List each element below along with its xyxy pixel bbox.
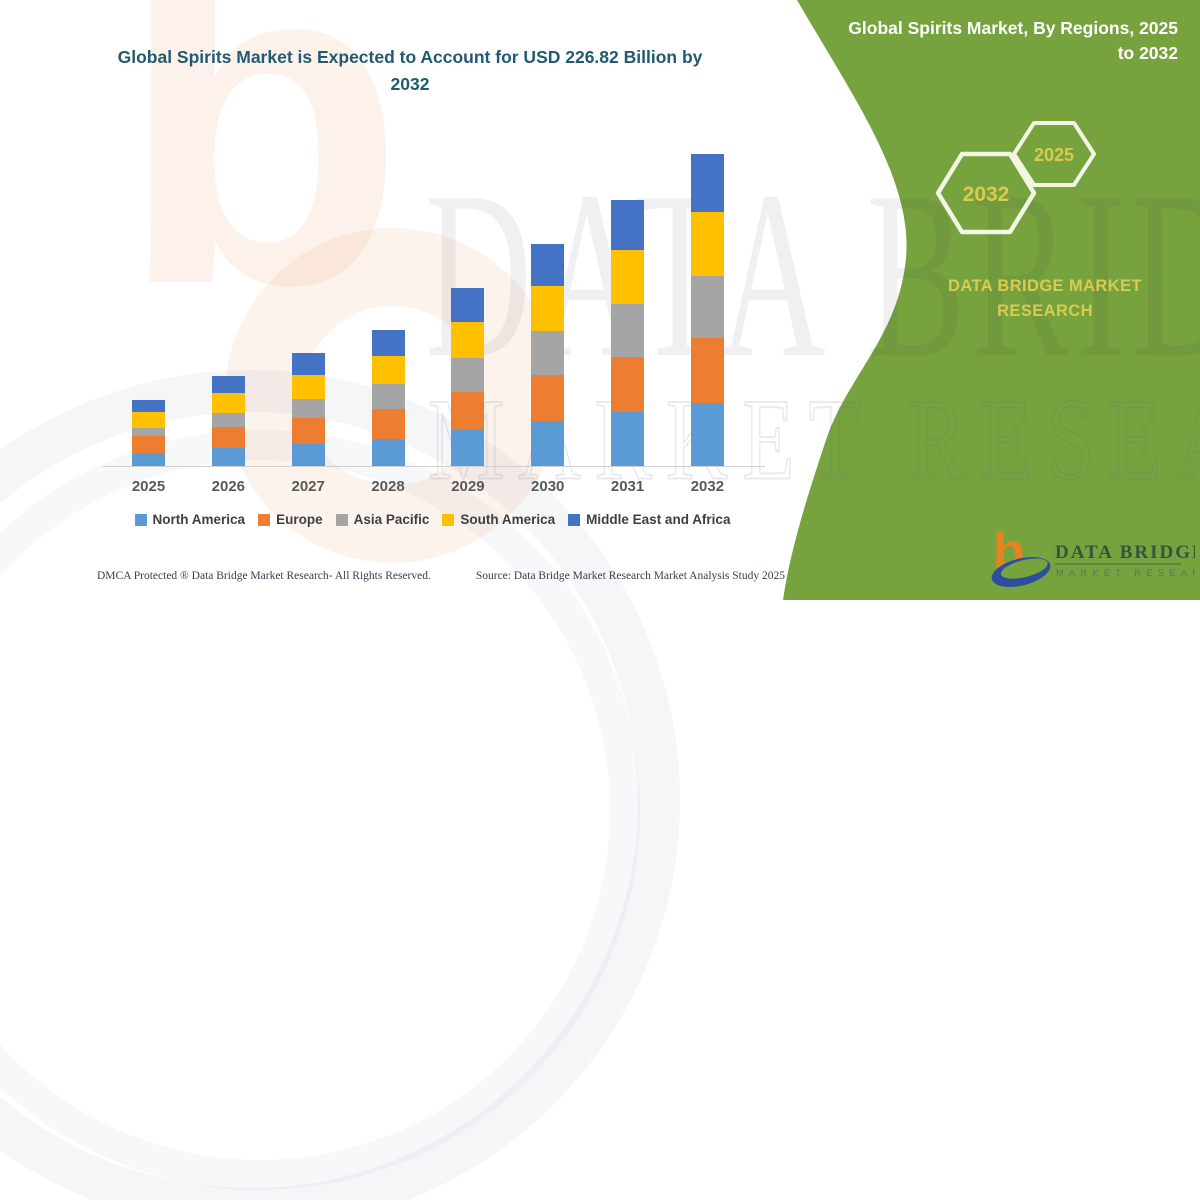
segment-asia-pacific — [371, 384, 405, 410]
segment-north-america — [611, 412, 645, 466]
brand-logo: b DATA BRIDGE MARKET RESEARCH — [991, 523, 1195, 587]
bar-2025 — [132, 400, 165, 466]
segment-europe — [531, 374, 565, 422]
segment-north-america — [451, 430, 485, 466]
segment-middle-east-and-africa — [690, 154, 724, 213]
segment-middle-east-and-africa — [211, 376, 245, 394]
segment-south-america — [211, 393, 245, 413]
logo-swoosh-icon — [991, 557, 1051, 587]
x-label-2029: 2029 — [451, 478, 485, 495]
legend-label: Asia Pacific — [353, 512, 430, 527]
legend-label: South America — [460, 512, 556, 527]
segment-north-america — [291, 443, 325, 466]
x-label-2026: 2026 — [211, 478, 246, 495]
bar-2026 — [211, 376, 245, 466]
green-panel — [783, 0, 1200, 600]
segment-asia-pacific — [132, 427, 165, 437]
segment-middle-east-and-africa — [611, 200, 645, 250]
legend-swatch-icon — [258, 513, 271, 526]
chart-title: Global Spirits Market is Expected to Acc… — [117, 47, 703, 95]
segment-europe — [451, 392, 485, 431]
segment-south-america — [531, 285, 565, 331]
segment-north-america — [211, 448, 245, 466]
segment-asia-pacific — [690, 275, 724, 338]
legend-swatch-icon — [335, 513, 348, 526]
segment-europe — [291, 418, 325, 444]
x-label-2032: 2032 — [690, 478, 725, 495]
segment-middle-east-and-africa — [371, 330, 405, 356]
segment-middle-east-and-africa — [291, 353, 325, 375]
panel-heading: Global Spirits Market, By Regions, 2025 … — [848, 18, 1178, 64]
segment-asia-pacific — [531, 330, 565, 375]
hexagon-large-icon — [935, 151, 1037, 235]
bar-2029 — [451, 288, 485, 466]
bar-2032 — [690, 154, 724, 466]
bar-chart-plot-area — [132, 150, 724, 466]
hexagon-large-year: 2032 — [963, 183, 1010, 206]
segment-middle-east-and-africa — [132, 400, 165, 412]
bar-2031 — [611, 200, 645, 466]
legend-label: Europe — [276, 512, 323, 527]
segment-north-america — [371, 438, 405, 466]
segment-north-america — [132, 453, 165, 466]
chart-legend: North America Europe Asia Pacific South Ame… — [100, 512, 765, 527]
segment-asia-pacific — [211, 412, 245, 428]
legend-item-south-america: South America — [442, 512, 555, 527]
legend-label: Middle East and Africa — [586, 512, 731, 527]
segment-middle-east-and-africa — [451, 288, 485, 322]
x-label-2025: 2025 — [131, 478, 166, 495]
bar-2028 — [371, 330, 405, 466]
segment-south-america — [690, 212, 724, 276]
footer-source: Source: Data Bridge Market Research Mark… — [475, 570, 785, 582]
footer: DMCA Protected ® Data Bridge Market Rese… — [97, 570, 785, 582]
segment-middle-east-and-africa — [531, 244, 565, 286]
segment-europe — [132, 436, 165, 454]
x-label-2030: 2030 — [531, 478, 565, 495]
hexagon-small-icon — [1012, 121, 1096, 187]
x-label-2027: 2027 — [291, 478, 325, 495]
legend-item-europe: Europe — [258, 512, 323, 527]
segment-asia-pacific — [291, 398, 325, 419]
x-axis-line — [103, 466, 765, 467]
legend-item-middle-east-and-africa: Middle East and Africa — [568, 512, 730, 527]
x-label-2031: 2031 — [610, 478, 645, 495]
legend-swatch-icon — [134, 513, 147, 526]
segment-south-america — [132, 411, 165, 428]
logo-wordmark: DATA BRIDGE — [1055, 542, 1195, 563]
segment-europe — [211, 427, 245, 449]
legend-label: North America — [152, 512, 246, 527]
segment-south-america — [451, 321, 485, 359]
x-axis-labels: 2025 2026 2027 2028 2029 2030 2031 2032 — [132, 478, 724, 495]
x-label-2028: 2028 — [371, 478, 405, 495]
legend-item-asia-pacific: Asia Pacific — [335, 512, 430, 527]
footer-copyright: DMCA Protected ® Data Bridge Market Rese… — [97, 570, 431, 582]
segment-south-america — [371, 355, 405, 385]
legend-swatch-icon — [442, 513, 455, 526]
legend-item-north-america: North America — [134, 512, 246, 527]
green-panel-shape — [783, 0, 1200, 600]
segment-europe — [611, 356, 645, 413]
bar-2030 — [531, 244, 565, 466]
legend-swatch-icon — [568, 513, 581, 526]
brand-text: DATA BRIDGE MARKET RESEARCH — [948, 277, 1142, 320]
segment-asia-pacific — [451, 358, 485, 393]
segment-south-america — [291, 374, 325, 399]
segment-north-america — [690, 402, 724, 466]
segment-south-america — [611, 249, 645, 304]
logo-subtitle: MARKET RESEARCH — [1056, 568, 1195, 578]
segment-europe — [371, 409, 405, 439]
segment-asia-pacific — [611, 303, 645, 357]
segment-north-america — [531, 421, 565, 466]
hexagon-badges: 2032 2025 — [935, 121, 1096, 235]
hexagon-small-year: 2025 — [1034, 145, 1074, 165]
bar-2027 — [291, 353, 325, 466]
segment-europe — [690, 337, 724, 403]
